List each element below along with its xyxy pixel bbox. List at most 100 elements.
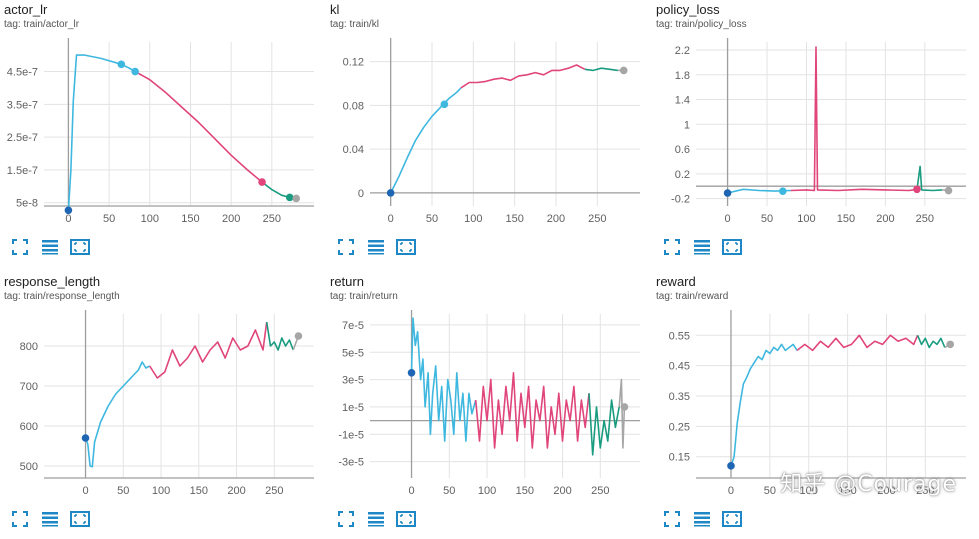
card-reward: reward tag: train/reward 0 50 100 150 200 250…	[652, 272, 978, 539]
y-tick-label: 0.15	[669, 452, 690, 464]
x-tick-label: 200	[877, 485, 895, 497]
card-tag: tag: train/policy_loss	[656, 19, 747, 30]
fit-domain-icon[interactable]	[722, 238, 742, 256]
y-tick-label: 500	[20, 461, 38, 473]
card-toolbar	[662, 510, 742, 530]
chart-plot: 0 50 100 150 200 250 0 0.04 0.08 0.12	[343, 38, 640, 225]
card-return: return tag: train/return 0 50 100 150 200 250…	[326, 272, 652, 539]
card-title: reward	[656, 274, 696, 289]
card-toolbar	[336, 510, 416, 530]
fit-domain-icon[interactable]	[396, 238, 416, 256]
y-tick-label: 5e-5	[342, 347, 364, 359]
card-tag: tag: train/response_length	[4, 291, 120, 302]
x-tick-label: 200	[876, 213, 894, 225]
x-tick-label: 100	[800, 485, 818, 497]
card-tag: tag: train/kl	[330, 19, 379, 30]
fullscreen-icon[interactable]	[662, 238, 682, 256]
x-tick-label: 100	[478, 485, 496, 497]
x-tick-label: 200	[222, 213, 240, 225]
data-point-marker	[294, 332, 303, 340]
fit-domain-icon[interactable]	[70, 238, 90, 256]
y-tick-label: 1e-5	[342, 402, 364, 414]
lines-icon[interactable]	[40, 238, 60, 256]
x-tick-label: 50	[761, 213, 773, 225]
y-tick-label: 0.55	[669, 330, 690, 342]
series-line-3	[618, 378, 626, 449]
data-point-marker	[285, 193, 294, 202]
x-tick-label: 250	[265, 485, 283, 497]
card-toolbar	[336, 238, 416, 258]
fullscreen-icon[interactable]	[336, 238, 356, 256]
x-tick-label: 150	[837, 213, 855, 225]
chart-plot: 0 50 100 150 200 250 -0.2 0.2 0.6 1 1.4 1.8 2.2	[671, 38, 966, 225]
x-tick-label: 0	[82, 485, 88, 497]
y-tick-label: 0.2	[675, 169, 690, 181]
fullscreen-icon[interactable]	[10, 510, 30, 528]
y-tick-label: 0.04	[343, 144, 364, 156]
x-tick-label: 250	[916, 485, 934, 497]
x-tick-label: 0	[388, 213, 394, 225]
chart-plot: 0 50 100 150 200 250 500 600 700 800	[20, 310, 314, 497]
data-point-marker	[407, 368, 416, 377]
x-tick-label: 150	[516, 485, 534, 497]
y-tick-label: 2.2	[675, 45, 690, 57]
card-tag: tag: train/reward	[656, 291, 729, 302]
data-point-marker	[723, 189, 732, 197]
y-tick-label: 3.5e-7	[7, 99, 38, 111]
y-tick-label: 0.35	[669, 391, 690, 403]
series-line-0	[410, 317, 477, 442]
series-line-2	[265, 321, 294, 351]
y-tick-label: 0.08	[343, 100, 364, 112]
x-tick-label: 250	[591, 485, 609, 497]
y-tick-label: 1.5e-7	[7, 165, 38, 177]
lines-icon[interactable]	[40, 510, 60, 528]
chart-plot: 0 50 100 150 200 250 -3e-5 -1e-5 1e-5 3e-5 5e-5 7e-…	[338, 310, 640, 497]
lines-icon[interactable]	[692, 510, 712, 528]
y-tick-label: 1.8	[675, 70, 690, 82]
watermark: 知乎 @Courage	[780, 472, 957, 497]
data-point-marker	[727, 462, 735, 470]
series-line-2	[134, 70, 263, 183]
x-tick-label: 0	[725, 213, 731, 225]
x-tick-label: 50	[764, 485, 776, 497]
data-point-marker	[944, 186, 953, 195]
x-tick-label: 0	[408, 485, 414, 497]
fullscreen-icon[interactable]	[662, 510, 682, 528]
fit-domain-icon[interactable]	[396, 510, 416, 528]
lines-icon[interactable]	[366, 510, 386, 528]
x-tick-label: 100	[152, 485, 170, 497]
series-line-3	[261, 181, 290, 199]
x-tick-label: 250	[263, 213, 281, 225]
x-tick-label: 100	[797, 213, 815, 225]
fit-domain-icon[interactable]	[70, 510, 90, 528]
lines-icon[interactable]	[692, 238, 712, 256]
card-policy-loss: policy_loss tag: train/policy_loss 0 50 10…	[652, 0, 978, 267]
y-tick-label: 0.12	[343, 57, 364, 69]
x-tick-label: 150	[505, 213, 523, 225]
series-line-1	[796, 334, 919, 352]
data-point-marker	[913, 185, 921, 194]
data-point-marker	[386, 189, 395, 197]
y-tick-label: 3e-5	[342, 375, 364, 387]
fullscreen-icon[interactable]	[336, 510, 356, 528]
y-tick-label: 0.6	[675, 144, 690, 156]
series-line-2	[588, 393, 620, 456]
data-point-marker	[81, 434, 90, 442]
series-line-1	[790, 46, 918, 192]
lines-icon[interactable]	[366, 238, 386, 256]
fit-domain-icon[interactable]	[722, 510, 742, 528]
y-tick-label: 2.5e-7	[7, 132, 38, 144]
card-toolbar	[662, 238, 742, 258]
series-line-0	[67, 54, 122, 211]
fullscreen-icon[interactable]	[10, 238, 30, 256]
card-toolbar	[10, 238, 90, 258]
card-actor-lr: actor_lr tag: train/actor_lr 0 50 100 150 20…	[0, 0, 326, 267]
series-line-0	[84, 361, 151, 468]
data-point-marker	[117, 60, 126, 69]
data-point-marker	[779, 187, 787, 195]
x-tick-label: 50	[117, 485, 129, 497]
series-line-0	[389, 87, 462, 194]
data-point-marker	[440, 100, 449, 109]
data-point-marker	[292, 194, 301, 203]
y-tick-label: 7e-5	[342, 320, 364, 332]
